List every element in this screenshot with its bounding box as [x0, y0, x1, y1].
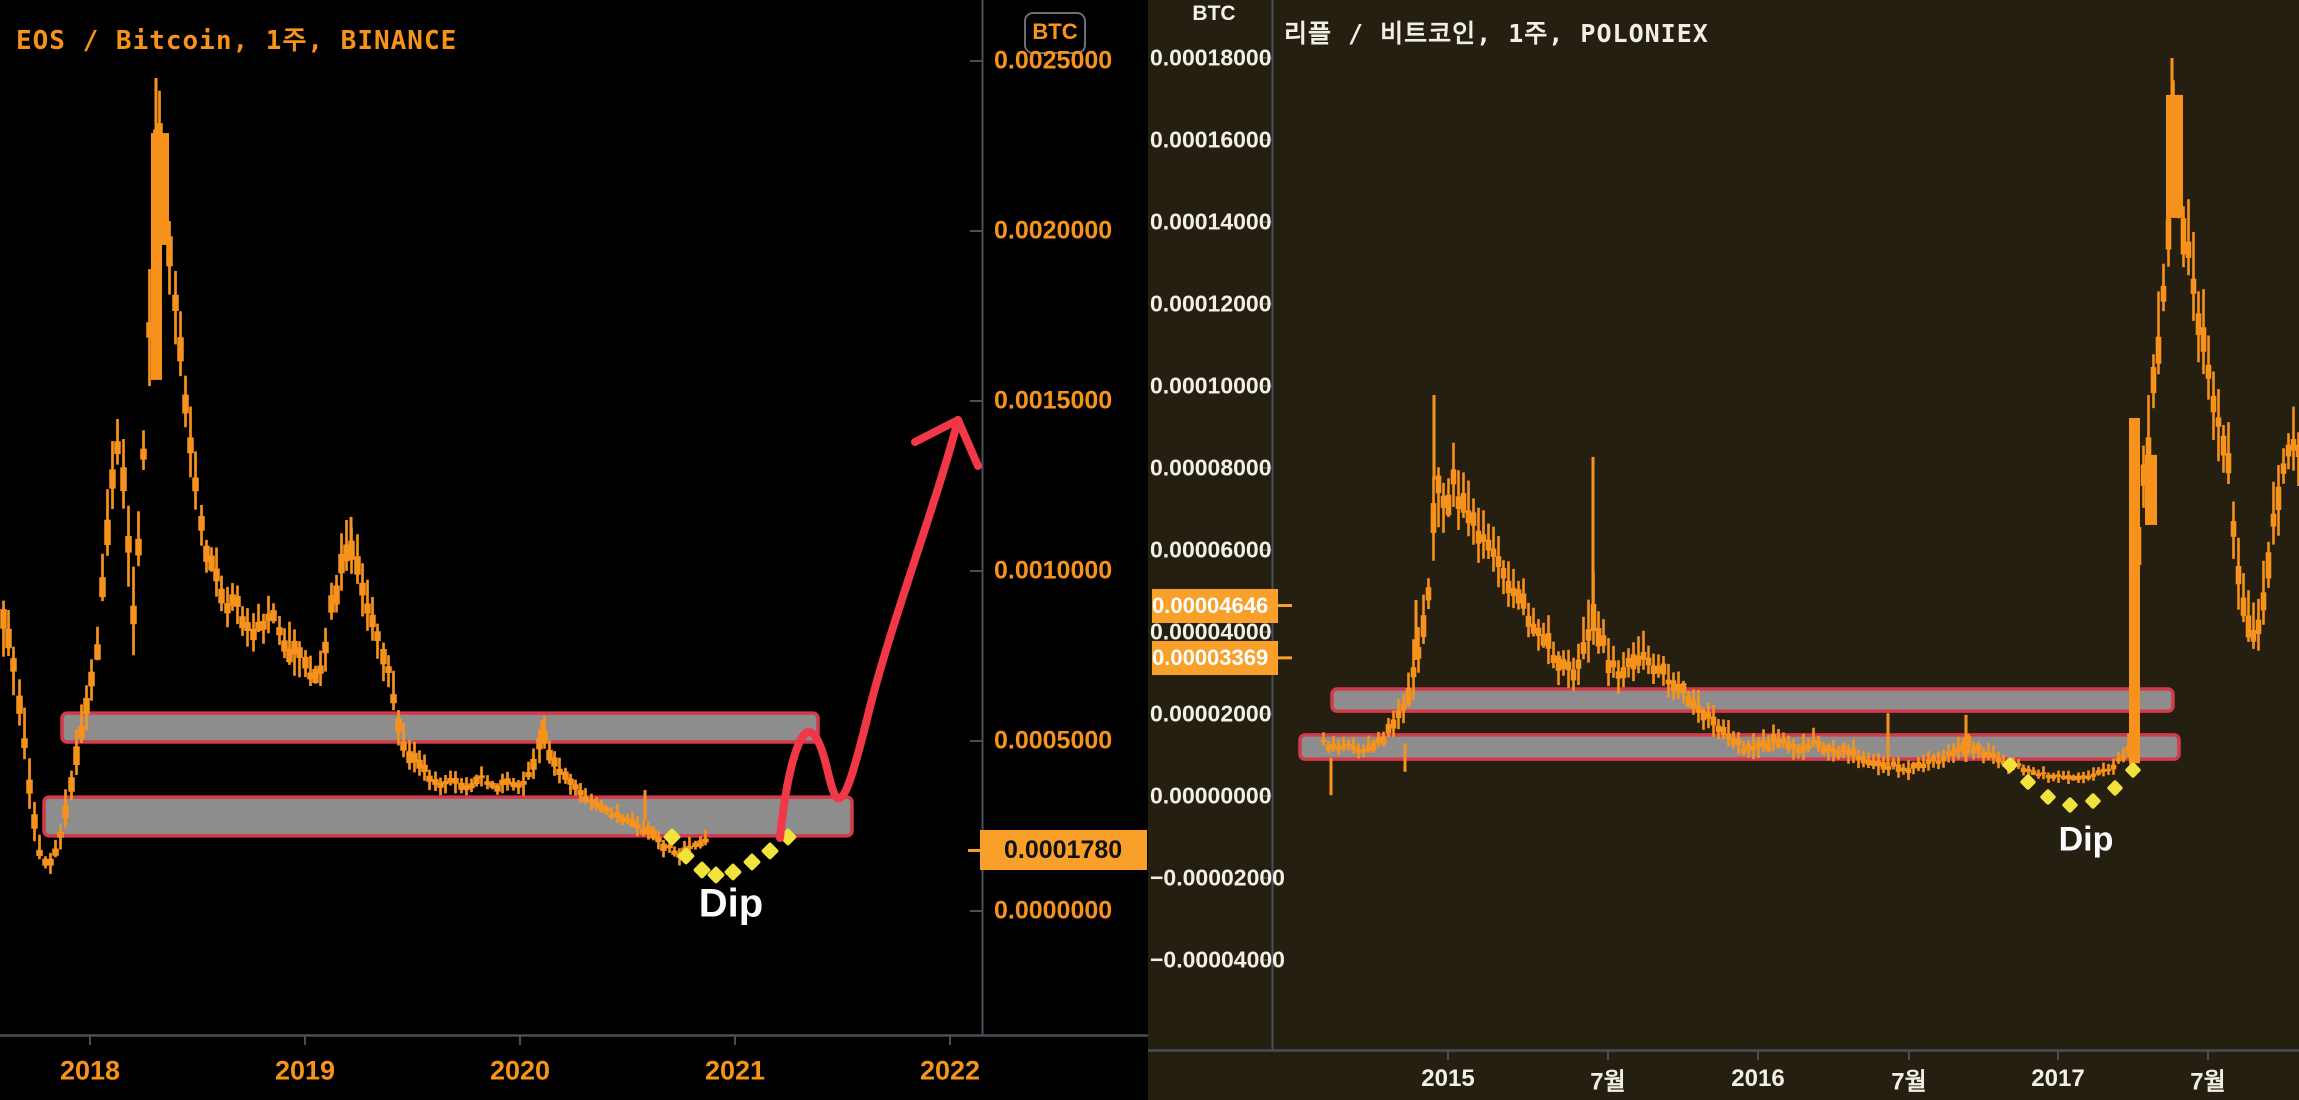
dip-dotted-arc-dot — [663, 828, 681, 846]
x-axis-label: 2019 — [274, 1055, 336, 1086]
x-axis-label: 2021 — [704, 1055, 766, 1086]
y-axis-label: 0.00014000 — [1150, 208, 1272, 235]
y-axis-label: 0.00006000 — [1150, 536, 1272, 563]
projection-arrow-head — [954, 416, 982, 470]
price-spike-body — [151, 133, 162, 380]
y-axis-label: 0.0015000 — [994, 386, 1113, 415]
price-spike-body — [2145, 454, 2157, 525]
x-axis-label: 2022 — [919, 1055, 981, 1086]
price-spike-body — [162, 133, 169, 245]
y-axis-label: 0.0020000 — [994, 216, 1113, 245]
dip-dotted-arc-dot — [724, 863, 742, 881]
y-axis-label: 0.0005000 — [994, 726, 1113, 755]
right-chart-panel[interactable] — [1148, 0, 2299, 1100]
supply-demand-zone[interactable] — [42, 795, 854, 838]
y-axis-label: 0.00008000 — [1150, 454, 1272, 481]
x-axis-label: 7월 — [1891, 1068, 1927, 1096]
left-chart-title: EOS / Bitcoin, 1주, BINANCE — [16, 26, 458, 56]
price-bars-wicks — [2, 90, 707, 874]
y-axis-label: 0.0010000 — [994, 556, 1113, 585]
y-axis-label: 0.0000000 — [994, 896, 1113, 925]
dip-dotted-arc-dot — [2002, 757, 2018, 773]
dip-annotation-left: Dip — [698, 881, 764, 926]
dip-dotted-arc-dot — [743, 853, 761, 871]
dip-dotted-arc-dot — [707, 866, 725, 884]
left-price-badge: 0.0001780 — [980, 830, 1147, 871]
dip-dotted-arc-dot — [677, 847, 695, 865]
supply-demand-zone[interactable] — [1330, 687, 2175, 713]
dip-dotted-arc-dot — [2040, 789, 2056, 805]
dip-dotted-arc-dot — [2020, 774, 2036, 790]
dip-annotation-right: Dip — [2058, 820, 2114, 859]
y-axis-label: 0.00016000 — [1150, 126, 1272, 153]
x-axis-label: 2017 — [2031, 1065, 2085, 1092]
y-axis-label: 0.00004000 — [1150, 618, 1272, 645]
left-chart-panel[interactable] — [0, 0, 1148, 1100]
price-bars-wicks — [1322, 80, 2299, 784]
y-axis-label: 0.0025000 — [994, 46, 1113, 75]
dip-dotted-arc-dot — [2125, 762, 2141, 778]
y-axis-label: 0.00000000 — [1150, 782, 1272, 809]
x-axis-label: 2018 — [59, 1055, 121, 1086]
projection-arrow-curve[interactable] — [776, 416, 962, 842]
price-spike-body — [2166, 94, 2183, 218]
dip-dotted-arc-dot — [2085, 793, 2101, 809]
right-currency-label: BTC — [1192, 2, 1236, 25]
right-price-badge: 0.00003369 — [1152, 640, 1278, 675]
left-currency-badge: BTC — [1024, 12, 1086, 54]
projection-arrow-head — [911, 416, 962, 446]
y-axis-label: 0.00018000 — [1150, 44, 1272, 71]
dip-dotted-arc-dot — [761, 842, 779, 860]
x-axis-label: 7월 — [1590, 1068, 1626, 1096]
x-axis-label: 2016 — [1731, 1065, 1785, 1092]
supply-demand-zone[interactable] — [60, 711, 820, 744]
price-spike-body — [2129, 417, 2140, 764]
y-axis-label: 0.00012000 — [1150, 290, 1272, 317]
dip-dotted-arc-dot — [2107, 780, 2123, 796]
price-bars-bodies — [1320, 134, 2299, 781]
x-axis-label: 7월 — [2190, 1068, 2226, 1096]
x-axis-label: 2020 — [489, 1055, 551, 1086]
dip-dotted-arc-dot — [693, 861, 711, 879]
right-price-badge: 0.00004646 — [1152, 588, 1278, 623]
y-axis-label: 0.00010000 — [1150, 372, 1272, 399]
x-axis-label: 2015 — [1421, 1065, 1475, 1092]
dip-dotted-arc-dot — [2062, 797, 2078, 813]
y-axis-label: 0.00002000 — [1150, 700, 1272, 727]
y-axis-label: −0.00004000 — [1150, 946, 1285, 973]
y-axis-label: −0.00002000 — [1150, 864, 1285, 891]
right-chart-title: 리플 / 비트코인, 1주, POLONIEX — [1284, 19, 1709, 48]
